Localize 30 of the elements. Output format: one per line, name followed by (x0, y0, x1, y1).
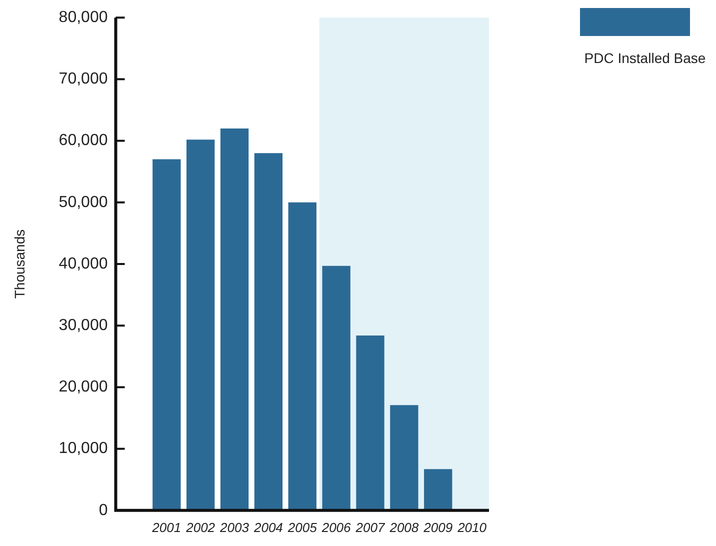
text: PDC Installed Base (584, 50, 706, 66)
x-tick-label: 2001 (151, 520, 182, 535)
x-tick-label: 2003 (219, 520, 250, 535)
bar (220, 128, 249, 510)
x-tick-label: 2005 (286, 520, 318, 535)
y-tick-label: 20,000 (58, 378, 108, 396)
y-tick-label: 30,000 (58, 317, 108, 334)
bar (152, 159, 181, 510)
x-tick-label: 2009 (422, 520, 453, 535)
y-tick-label: 40,000 (58, 255, 108, 272)
bar (390, 405, 418, 510)
bar (424, 469, 452, 510)
y-tick-label: 80,000 (58, 9, 108, 26)
x-tick-label: 2004 (252, 520, 283, 535)
y-tick-label: 0 (98, 502, 108, 519)
bar (288, 202, 316, 510)
bar (356, 335, 384, 510)
x-tick-label: 2006 (320, 520, 352, 535)
bar (186, 140, 215, 510)
bar (254, 153, 283, 510)
x-tick-label: 2008 (388, 520, 420, 535)
y-tick-label: 70,000 (58, 70, 108, 88)
y-tick-label: 50,000 (58, 194, 108, 211)
x-tick-label: 2010 (456, 520, 488, 535)
y-tick-label: 10,000 (58, 440, 108, 458)
x-tick-label: 2002 (185, 520, 216, 535)
bar (322, 266, 350, 510)
y-axis-title: Thousands (11, 229, 28, 299)
x-tick-label: 2007 (354, 520, 386, 535)
y-tick-label: 60,000 (58, 132, 108, 150)
